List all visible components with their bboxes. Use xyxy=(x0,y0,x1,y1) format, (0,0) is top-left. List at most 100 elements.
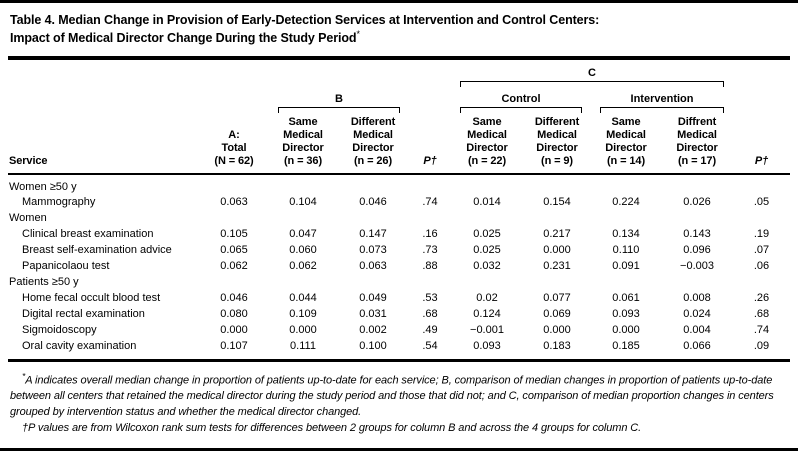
value-cell: 0.000 xyxy=(543,324,571,337)
spacer-cell xyxy=(409,90,451,107)
value-cell: 0.147 xyxy=(359,228,387,241)
value-cell: 0.104 xyxy=(289,196,317,209)
header-top-rule xyxy=(8,56,790,61)
value-cell: .68 xyxy=(753,308,770,321)
value-cell: 0.231 xyxy=(543,260,571,273)
title-footnote-marker: * xyxy=(356,28,360,39)
service-row: Digital rectal examination 0.080 0.109 0.03… xyxy=(8,306,790,322)
service-label: Oral cavity examination xyxy=(22,340,137,353)
value-cell: 0.066 xyxy=(683,340,711,353)
group-c-row: C xyxy=(8,64,790,81)
value-cell: .19 xyxy=(753,228,770,241)
title-line1: Table 4. Median Change in Provision of E… xyxy=(10,13,600,27)
service-label: Sigmoidoscopy xyxy=(22,324,97,337)
value-cell: .16 xyxy=(422,228,438,241)
value-cell: 0.063 xyxy=(359,260,387,273)
value-cell: 0.063 xyxy=(220,196,248,209)
group-control-label: Control xyxy=(501,93,541,106)
footnote-dagger-text: P values are from Wilcoxon rank sum test… xyxy=(28,421,642,434)
subgroup-row: B Control Intervention xyxy=(8,90,790,107)
group-c-bracket xyxy=(460,81,725,88)
value-cell: 0.077 xyxy=(543,292,571,305)
footnote-asterisk-marker: * xyxy=(22,371,26,382)
value-cell: 0.000 xyxy=(543,244,571,257)
section-label: Women ≥50 y xyxy=(9,180,77,193)
value-cell: .26 xyxy=(753,292,770,305)
service-row: Mammography 0.063 0.104 0.046 .74 0.014 0.154 0… xyxy=(8,194,790,210)
value-cell: 0.065 xyxy=(220,244,248,257)
title-line2: Impact of Medical Director Change During… xyxy=(10,30,357,45)
footnote-dagger: †P values are from Wilcoxon rank sum tes… xyxy=(10,421,784,437)
value-cell: −0.003 xyxy=(680,260,714,273)
value-cell: 0.124 xyxy=(473,308,501,321)
value-cell: .88 xyxy=(422,260,438,273)
footnote-asterisk-text: A indicates overall median change in pro… xyxy=(10,374,774,418)
table-title: Table 4. Median Change in Provision of E… xyxy=(10,12,784,46)
group-intervention-label: Intervention xyxy=(630,93,694,106)
section-row: Patients ≥50 y xyxy=(8,274,790,290)
spacer-cell xyxy=(409,107,451,116)
spacer-cell xyxy=(8,64,451,81)
col-b-same-director: Same Medical Director (n = 36) xyxy=(269,116,337,176)
value-cell: 0.026 xyxy=(683,196,711,209)
col-service: Service xyxy=(8,116,199,176)
value-cell: .07 xyxy=(753,244,770,257)
col-control-same-director: Same Medical Director (n = 22) xyxy=(451,116,523,176)
footnote-asterisk: *A indicates overall median change in pr… xyxy=(10,370,784,420)
value-cell: 0.046 xyxy=(220,292,248,305)
col-p-value-c: P† xyxy=(733,116,791,176)
spacer-cell xyxy=(8,81,451,90)
value-cell: .74 xyxy=(753,324,770,337)
spacer-cell xyxy=(8,90,269,107)
service-label: Digital rectal examination xyxy=(22,308,145,321)
spacer-cell xyxy=(733,64,790,81)
value-cell: 0.025 xyxy=(473,244,501,257)
table-body: Women ≥50 y Mammography 0.063 0.104 0.046 .74… xyxy=(8,174,790,354)
service-row: Breast self-examination advice 0.065 0.060… xyxy=(8,242,790,258)
subgroup-bracket-row xyxy=(8,107,790,116)
section-row: Women ≥50 y xyxy=(8,174,790,194)
value-cell: 0.143 xyxy=(683,228,711,241)
value-cell: 0.044 xyxy=(289,292,317,305)
table-header: C B Control Intervention xyxy=(8,64,791,176)
value-cell: 0.105 xyxy=(220,228,248,241)
section-row: Women xyxy=(8,210,790,226)
service-row: Oral cavity examination 0.107 0.111 0.100 .5… xyxy=(8,338,790,354)
spacer-cell xyxy=(8,107,269,116)
value-cell: 0.224 xyxy=(612,196,640,209)
value-cell: .53 xyxy=(422,292,438,305)
value-cell: 0.217 xyxy=(543,228,571,241)
group-control-bracket xyxy=(460,107,582,114)
col-a-total: A: Total (N = 62) xyxy=(199,116,269,176)
value-cell: 0.111 xyxy=(290,340,316,353)
value-cell: 0.000 xyxy=(289,324,317,337)
value-cell: 0.060 xyxy=(289,244,317,257)
service-row: Sigmoidoscopy 0.000 0.000 0.002 .49 −0.001 0.0… xyxy=(8,322,790,338)
group-intervention-bracket xyxy=(600,107,725,114)
value-cell: 0.046 xyxy=(359,196,387,209)
col-p-value-b: P† xyxy=(409,116,451,176)
value-cell: 0.032 xyxy=(473,260,501,273)
bottom-rule xyxy=(0,448,798,451)
value-cell: 0.073 xyxy=(359,244,387,257)
value-cell: 0.069 xyxy=(543,308,571,321)
column-header-row: Service A: Total (N = 62) Same Medical D… xyxy=(8,116,791,176)
service-label: Papanicolaou test xyxy=(22,260,110,273)
value-cell: 0.110 xyxy=(612,244,640,257)
group-c-bracket-row xyxy=(8,81,790,90)
value-cell: 0.062 xyxy=(220,260,248,273)
col-control-different-director: Different Medical Director (n = 9) xyxy=(523,116,591,176)
service-label: Breast self-examination advice xyxy=(22,244,172,257)
spacer-cell xyxy=(733,107,790,116)
group-b-label: B xyxy=(335,93,343,106)
spacer-cell xyxy=(733,81,790,90)
value-cell: 0.031 xyxy=(359,308,387,321)
value-cell: .68 xyxy=(422,308,438,321)
footnote-top-rule xyxy=(8,359,790,363)
value-cell: 0.093 xyxy=(612,308,640,321)
service-label: Home fecal occult blood test xyxy=(22,292,161,305)
value-cell: 0.008 xyxy=(683,292,711,305)
value-cell: −0.001 xyxy=(470,324,504,337)
section-label: Patients ≥50 y xyxy=(9,276,79,289)
